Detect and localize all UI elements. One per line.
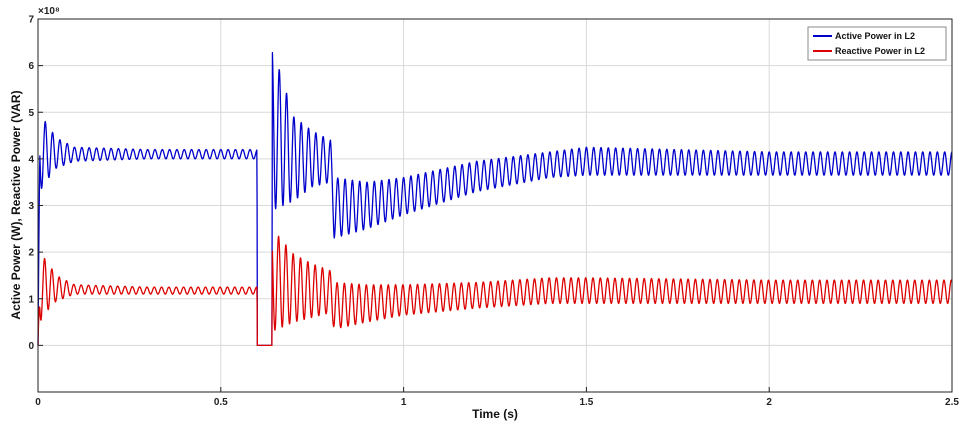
series-line-reactive-power [37,235,953,347]
series-layer [37,52,953,347]
y-tick-label: 5 [28,108,34,119]
legend-label-active: Active Power in L2 [835,31,915,41]
series-line-active-power [37,52,953,347]
x-tick-label: 0 [35,397,41,408]
legend: Active Power in L2 Reactive Power in L2 [807,26,947,61]
y-tick-label: 3 [28,201,34,212]
x-tick-label: 1.5 [579,397,593,408]
y-tick-label: 6 [28,61,34,72]
y-tick-label: 2 [28,248,34,259]
grid [37,18,953,392]
y-tick-label: 1 [28,294,34,305]
y-tick-label: 4 [28,154,34,165]
x-tick-label: 2 [766,397,772,408]
y-tick-label: 7 [28,15,34,26]
y-axis-label: Active Power (W), Reactive Power (VAR) [9,90,23,319]
y-exponent-label: ×10⁸ [38,6,60,17]
x-ticks: 0 0.5 1 1.5 2 2.5 [35,387,959,408]
x-tick-label: 1 [401,397,407,408]
x-tick-label: 0.5 [214,397,228,408]
y-ticks: 0 1 2 3 4 5 6 7 [28,15,43,352]
x-tick-label: 2.5 [945,397,959,408]
y-tick-label: 0 [28,341,34,352]
legend-label-reactive: Reactive Power in L2 [835,46,925,56]
x-axis-label: Time (s) [472,407,518,421]
legend-box [807,26,947,61]
